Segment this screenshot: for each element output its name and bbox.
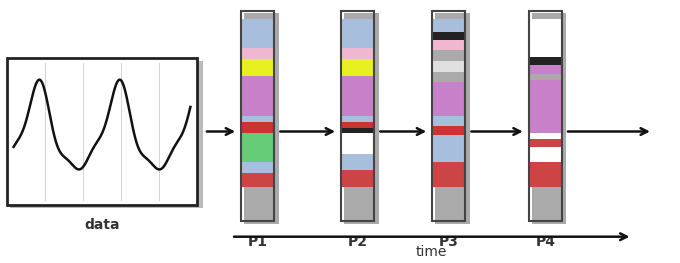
Bar (341, 133, 374, 154)
Bar (432, 82, 465, 116)
Bar (341, 19, 374, 48)
Bar (10, 61, 203, 208)
Bar (432, 126, 465, 135)
Bar (432, 116, 465, 126)
Text: data: data (84, 218, 120, 232)
Bar (529, 74, 562, 80)
Bar (529, 80, 562, 112)
Text: P4: P4 (535, 235, 556, 249)
Bar (432, 162, 465, 187)
Bar (529, 11, 562, 221)
Bar (241, 48, 274, 59)
Bar (241, 122, 274, 133)
Bar (241, 173, 274, 187)
Bar (529, 139, 562, 147)
Bar (432, 11, 465, 221)
Bar (529, 175, 562, 187)
Bar (341, 154, 374, 170)
Bar (529, 147, 562, 162)
Bar (241, 19, 274, 48)
Bar (241, 76, 274, 116)
Bar (241, 11, 274, 221)
Bar (432, 72, 465, 82)
Text: P1: P1 (248, 235, 268, 249)
Bar (341, 128, 374, 133)
Bar (7, 58, 197, 205)
Bar (532, 13, 566, 224)
Bar (344, 13, 379, 224)
Bar (529, 19, 562, 57)
Bar (529, 65, 562, 74)
Bar (432, 61, 465, 72)
Bar (341, 116, 374, 122)
Bar (341, 48, 374, 59)
Bar (529, 112, 562, 133)
Bar (435, 13, 470, 224)
Bar (432, 135, 465, 162)
Bar (432, 19, 465, 32)
Bar (241, 133, 274, 162)
Bar (529, 133, 562, 139)
Text: time: time (416, 245, 447, 259)
Bar (341, 76, 374, 116)
Bar (432, 40, 465, 50)
Bar (244, 13, 279, 224)
Bar (341, 122, 374, 128)
Bar (432, 32, 465, 40)
Bar (529, 57, 562, 65)
Bar (341, 11, 374, 221)
Text: P3: P3 (439, 235, 459, 249)
Bar (241, 116, 274, 122)
Bar (241, 162, 274, 173)
Bar (341, 59, 374, 76)
Bar (432, 50, 465, 61)
Bar (341, 170, 374, 187)
Bar (529, 162, 562, 175)
Bar (241, 59, 274, 76)
Text: P2: P2 (347, 235, 368, 249)
